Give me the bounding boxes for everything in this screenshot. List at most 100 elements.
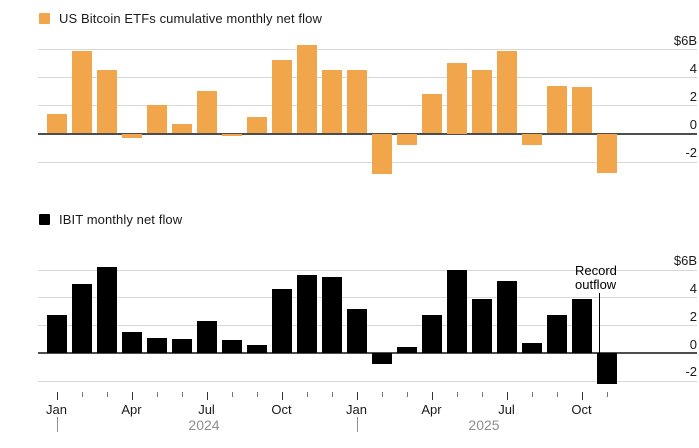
annotation-line-2: outflow [575, 277, 617, 292]
bar-jun-2024 [171, 123, 192, 134]
bar-aug-2025 [521, 133, 542, 145]
gridline-4 [38, 297, 697, 299]
annotation-line-1: Record [575, 263, 617, 278]
xtick-apr-2025 [431, 392, 433, 400]
bar-oct-2024 [271, 60, 292, 134]
month-label-jul-2024: Jul [198, 402, 215, 417]
xtick-oct-2024 [281, 392, 283, 400]
ytick-label-6b: $6B [673, 32, 697, 48]
xtick-sep-2024 [256, 392, 258, 397]
year-label-2024: 2024 [188, 417, 220, 433]
year-label-2025: 2025 [468, 417, 500, 433]
bar-may-2025 [446, 63, 467, 134]
bar-jun-2025 [471, 298, 492, 353]
bar-may-2024 [146, 105, 167, 134]
month-label-jul-2025: Jul [498, 402, 515, 417]
xtick-feb-2024 [81, 392, 83, 397]
year-divider-2024 [56, 417, 58, 432]
gridline--2 [38, 161, 697, 163]
bar-nov-2024 [296, 275, 317, 353]
record-outflow-pointer-line [599, 293, 600, 383]
month-label-oct-2025: Oct [571, 402, 592, 417]
chart1-title: US Bitcoin ETFs cumulative monthly net f… [59, 11, 322, 26]
bar-aug-2024 [221, 340, 242, 353]
legend-ibit: IBIT monthly net flow [39, 212, 182, 227]
xtick-sep-2025 [556, 392, 558, 397]
bar-oct-2024 [271, 289, 292, 353]
bar-feb-2025 [371, 133, 392, 175]
bar-oct-2025 [571, 87, 592, 134]
xtick-jun-2024 [181, 392, 183, 397]
bar-dec-2024 [321, 276, 342, 353]
xtick-jan-2024 [56, 392, 58, 400]
xtick-may-2025 [456, 392, 458, 397]
gridline-2 [38, 105, 697, 107]
bar-sep-2025 [546, 85, 567, 134]
bar-feb-2024 [71, 50, 92, 134]
bar-nov-2024 [296, 44, 317, 134]
ytick-label-4: 4 [689, 280, 697, 296]
month-label-jan-2025: Jan [346, 402, 367, 417]
month-label-jan-2024: Jan [46, 402, 67, 417]
xtick-jun-2025 [481, 392, 483, 397]
bar-mar-2024 [96, 266, 117, 353]
bar-mar-2025 [396, 347, 417, 353]
bar-aug-2025 [521, 343, 542, 353]
bar-jun-2025 [471, 70, 492, 134]
bar-oct-2025 [571, 298, 592, 353]
bar-jan-2024 [46, 113, 67, 134]
gridline-6 [38, 269, 697, 271]
ytick-label-2: 2 [689, 88, 697, 104]
ytick-label-4: 4 [689, 60, 697, 76]
chart2-title: IBIT monthly net flow [59, 212, 183, 227]
bar-aug-2024 [221, 133, 242, 136]
bar-apr-2025 [421, 315, 442, 353]
bar-apr-2025 [421, 94, 442, 134]
bar-mar-2024 [96, 70, 117, 134]
xtick-apr-2024 [131, 392, 133, 400]
bar-jan-2024 [46, 315, 67, 353]
xtick-aug-2024 [231, 392, 233, 397]
bar-feb-2024 [71, 283, 92, 353]
bar-may-2024 [146, 337, 167, 353]
ytick-label-2: 2 [689, 308, 697, 324]
xtick-mar-2024 [106, 392, 108, 397]
year-divider-2025 [356, 417, 358, 432]
bar-nov-2025 [596, 353, 617, 384]
bar-sep-2025 [546, 315, 567, 353]
bar-jul-2024 [196, 91, 217, 134]
month-label-apr-2025: Apr [421, 402, 442, 417]
xtick-dec-2024 [331, 392, 333, 397]
xtick-mar-2025 [406, 392, 408, 397]
bar-may-2025 [446, 269, 467, 353]
xtick-feb-2025 [381, 392, 383, 397]
bar-jul-2025 [496, 280, 517, 353]
bar-jul-2025 [496, 50, 517, 134]
month-label-apr-2024: Apr [121, 402, 142, 417]
gridline-4 [38, 77, 697, 79]
xtick-jan-2025 [356, 392, 358, 400]
zero-line [38, 132, 697, 135]
gridline--2 [38, 380, 697, 382]
xtick-may-2024 [156, 392, 158, 397]
xtick-jul-2025 [506, 392, 508, 400]
bar-apr-2024 [121, 133, 142, 138]
legend-us-bitcoin-etfs: US Bitcoin ETFs cumulative monthly net f… [39, 11, 322, 26]
ytick-label--2: -2 [685, 364, 697, 380]
bar-jun-2024 [171, 339, 192, 353]
xtick-aug-2025 [531, 392, 533, 397]
black-legend-swatch-icon [39, 214, 50, 225]
ytick-label-0: 0 [689, 117, 697, 132]
xtick-nov-2025 [606, 392, 608, 397]
bar-jan-2025 [346, 308, 367, 353]
bar-jul-2024 [196, 321, 217, 353]
ytick-label-6b: $6B [673, 253, 697, 269]
bar-mar-2025 [396, 133, 417, 145]
bar-nov-2025 [596, 133, 617, 173]
gridline-2 [38, 325, 697, 327]
ytick-label--2: -2 [685, 145, 697, 161]
bar-dec-2024 [321, 70, 342, 134]
bar-jan-2025 [346, 70, 367, 134]
gridline-6 [38, 49, 697, 51]
